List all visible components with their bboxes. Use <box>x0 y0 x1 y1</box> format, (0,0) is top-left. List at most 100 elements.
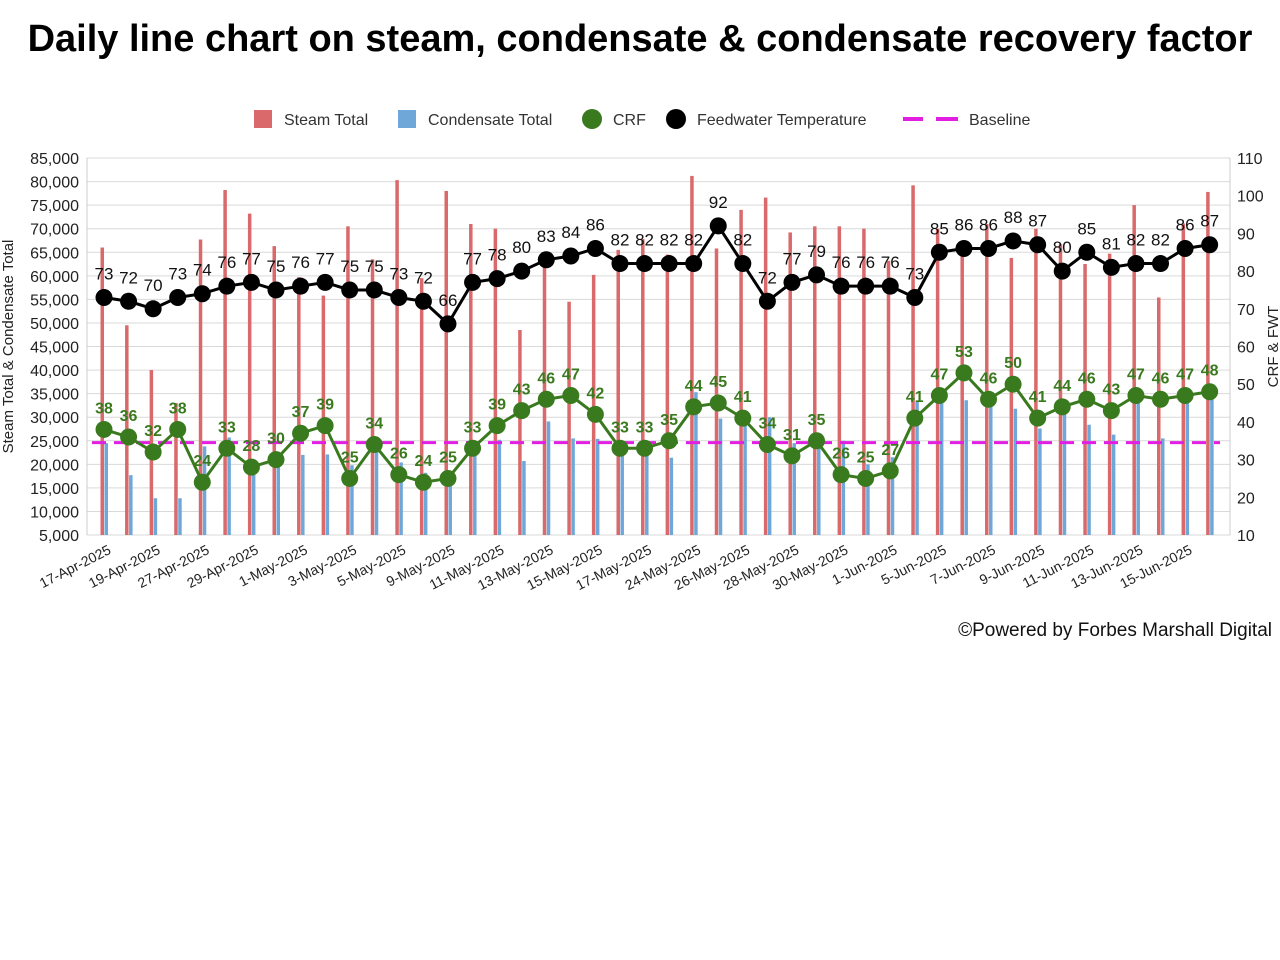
legend-fwt-swatch <box>666 109 686 129</box>
legend-crf-swatch <box>582 109 602 129</box>
crf-point <box>955 364 973 382</box>
steam-bar <box>665 254 670 535</box>
crf-data-label: 33 <box>218 419 236 436</box>
chart-title: Daily line chart on steam, condensate & … <box>27 18 1253 60</box>
crf-data-label: 46 <box>980 370 998 387</box>
y-left-axis-title: Steam Total & Condensate Total <box>0 240 17 454</box>
crf-data-label: 39 <box>488 397 506 414</box>
fwt-point <box>1127 255 1145 273</box>
crf-point <box>439 469 457 487</box>
crf-point <box>193 473 211 491</box>
crf-data-label: 46 <box>537 370 555 387</box>
fwt-data-label: 75 <box>365 257 384 276</box>
y-right-tick-label: 70 <box>1237 302 1255 319</box>
crf-data-label: 31 <box>783 427 801 444</box>
y-left-tick-label: 55,000 <box>30 292 79 309</box>
condensate-bar <box>374 439 379 535</box>
y-left-tick-label: 60,000 <box>30 269 79 286</box>
condensate-bar <box>743 418 747 535</box>
crf-data-label: 24 <box>193 453 211 470</box>
crf-data-label: 32 <box>144 423 162 440</box>
combo-chart: 5,000 10,000 15,000 20,000 25,000 30,000 35,00… <box>0 109 1280 593</box>
steam-bar <box>272 246 276 535</box>
crf-point <box>488 417 506 435</box>
condensate-bar <box>694 392 698 535</box>
fwt-data-label: 87 <box>1200 212 1219 231</box>
crf-data-label: 34 <box>365 416 383 433</box>
steam-bar <box>714 248 719 536</box>
steam-bar <box>444 190 448 536</box>
condensate-bar <box>251 459 256 535</box>
condensate-bar <box>497 439 502 535</box>
fwt-data-label: 76 <box>217 253 236 272</box>
condensate-bar <box>178 498 182 535</box>
y-left-tick-label: 10,000 <box>30 504 79 521</box>
steam-bar <box>985 223 989 535</box>
fwt-point <box>120 292 138 310</box>
crf-data-label: 39 <box>316 397 334 414</box>
fwt-point <box>464 273 482 291</box>
legend-steam-swatch <box>254 110 272 128</box>
crf-point <box>709 394 727 412</box>
y-left-tick-label: 15,000 <box>30 481 79 498</box>
crf-data-label: 38 <box>169 400 187 417</box>
fwt-point <box>611 255 629 273</box>
fwt-data-label: 73 <box>389 264 408 283</box>
crf-point <box>685 398 703 416</box>
crf-data-label: 25 <box>341 449 359 466</box>
y-left-tick-label: 25,000 <box>30 434 79 451</box>
crf-point <box>1078 390 1096 408</box>
legend-condensate-swatch <box>398 110 416 128</box>
crf-data-label: 47 <box>930 367 948 384</box>
steam-bar <box>198 239 203 535</box>
steam-bar <box>518 330 522 535</box>
steam-bar <box>788 232 792 535</box>
crf-data-label: 48 <box>1201 363 1219 380</box>
fwt-point <box>562 247 580 265</box>
steam-bar <box>763 197 768 535</box>
condensate-bar <box>1111 434 1116 535</box>
fwt-point <box>95 288 113 306</box>
condensate-bar <box>669 457 674 535</box>
crf-point <box>1201 383 1219 401</box>
condensate-bar <box>915 401 919 535</box>
y-left-tick-label: 45,000 <box>30 340 79 357</box>
crf-data-label: 36 <box>120 408 138 425</box>
crf-point <box>832 466 850 484</box>
crf-data-label: 26 <box>390 446 408 463</box>
y-right-tick-label: 10 <box>1237 528 1255 545</box>
y-right-tick-label: 30 <box>1237 453 1255 470</box>
crf-point <box>120 428 138 446</box>
steam-bar <box>935 228 940 535</box>
fwt-data-label: 73 <box>905 264 924 283</box>
y-left-tick-label: 5,000 <box>39 528 79 545</box>
steam-bar <box>1009 257 1014 535</box>
condensate-bar <box>1013 408 1018 535</box>
crf-point <box>930 387 948 405</box>
crf-point <box>734 409 752 427</box>
fwt-point <box>660 255 678 273</box>
fwt-point <box>316 273 334 291</box>
condensate-bar <box>571 438 575 535</box>
crf-point <box>242 458 260 476</box>
crf-data-label: 38 <box>95 400 113 417</box>
crf-data-label: 47 <box>1127 367 1145 384</box>
condensate-bar <box>841 440 846 535</box>
crf-data-label: 41 <box>906 389 924 406</box>
fwt-point <box>292 277 310 295</box>
steam-bar <box>469 223 473 535</box>
fwt-point <box>881 277 899 295</box>
crf-point <box>513 402 531 420</box>
steam-bar <box>223 190 227 536</box>
y-right-tick-label: 100 <box>1237 189 1264 206</box>
fwt-data-label: 77 <box>242 249 261 268</box>
fwt-point <box>1029 236 1047 254</box>
crf-data-label: 33 <box>611 419 629 436</box>
condensate-bar <box>276 458 280 535</box>
fwt-point <box>390 288 408 306</box>
crf-series-line <box>103 370 1210 486</box>
y-right-tick-label: 80 <box>1237 264 1255 281</box>
footer-credit: ©Powered by Forbes Marshall Digital <box>958 620 1272 641</box>
condensate-bar <box>767 417 772 535</box>
condensate-bar <box>1161 438 1165 535</box>
